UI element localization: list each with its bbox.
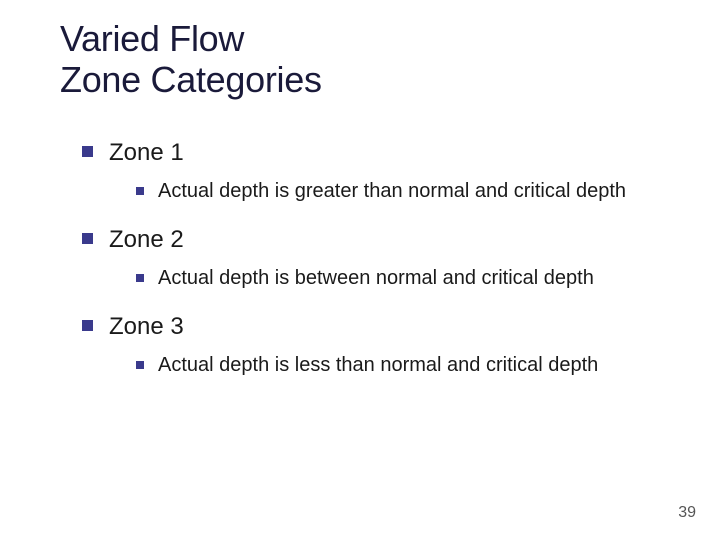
list-item: Actual depth is between normal and criti… <box>136 265 720 291</box>
list-item: Zone 1 <box>82 137 720 168</box>
list-item: Zone 2 <box>82 224 720 255</box>
list-item-label: Zone 1 <box>109 137 184 168</box>
slide-content: Zone 1 Actual depth is greater than norm… <box>60 137 720 379</box>
square-bullet-icon <box>136 274 144 282</box>
list-item-label: Actual depth is between normal and criti… <box>158 265 594 291</box>
square-bullet-icon <box>82 320 93 331</box>
title-line-1: Varied Flow <box>60 18 244 59</box>
sublist: Actual depth is greater than normal and … <box>82 178 720 204</box>
page-number: 39 <box>678 504 696 522</box>
title-line-2: Zone Categories <box>60 59 322 100</box>
square-bullet-icon <box>136 361 144 369</box>
list-item: Actual depth is less than normal and cri… <box>136 352 720 378</box>
slide-title: Varied Flow Zone Categories <box>60 18 720 101</box>
slide: Varied Flow Zone Categories Zone 1 Actua… <box>0 0 720 540</box>
list-item-label: Zone 3 <box>109 311 184 342</box>
square-bullet-icon <box>136 187 144 195</box>
list-item-label: Zone 2 <box>109 224 184 255</box>
list-item: Zone 3 <box>82 311 720 342</box>
square-bullet-icon <box>82 146 93 157</box>
list-item-label: Actual depth is less than normal and cri… <box>158 352 598 378</box>
list-item: Actual depth is greater than normal and … <box>136 178 720 204</box>
list-item-label: Actual depth is greater than normal and … <box>158 178 626 204</box>
sublist: Actual depth is less than normal and cri… <box>82 352 720 378</box>
square-bullet-icon <box>82 233 93 244</box>
sublist: Actual depth is between normal and criti… <box>82 265 720 291</box>
